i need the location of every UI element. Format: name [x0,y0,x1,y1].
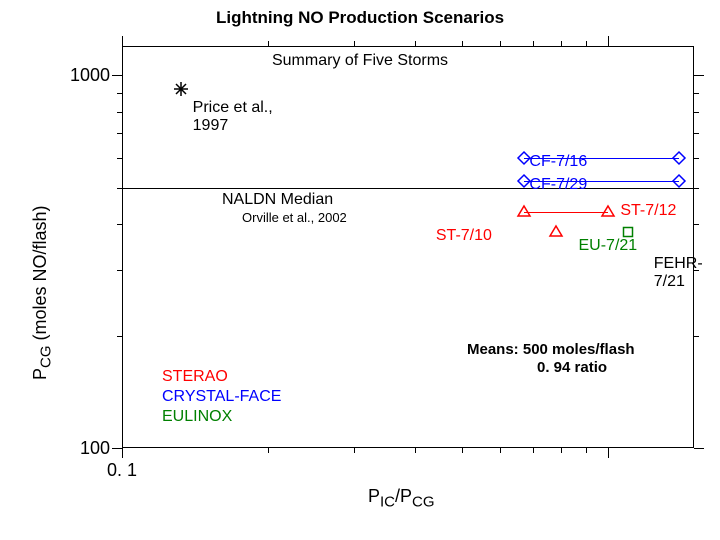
y-minor-tick [117,133,122,134]
connector-line [524,212,609,213]
point-label: CF-7/16 [529,153,587,171]
y-tick [112,448,122,449]
point-label: CF-7/29 [529,176,587,194]
means-line1: Means: 500 moles/flash [467,341,635,358]
point-label: ST-7/12 [620,202,676,220]
y-minor-tick [117,336,122,337]
y-minor-tick [117,270,122,271]
x-minor-tick [354,41,355,46]
y-minor-tick [694,93,699,94]
point-label: EU-7/21 [578,237,637,255]
x-tick [122,36,123,46]
x-minor-tick [586,41,587,46]
y-minor-tick [694,133,699,134]
x-minor-tick [268,448,269,453]
y-minor-tick [117,158,122,159]
y-tick [694,75,704,76]
point-label: ST-7/10 [436,227,492,245]
legend-item: EULINOX [162,408,232,426]
x-minor-tick [561,448,562,453]
y-minor-tick [117,93,122,94]
x-minor-tick [586,448,587,453]
naldn-median-line [122,188,694,189]
naldn-label: NALDN Median [222,191,333,209]
y-minor-tick [117,224,122,225]
x-minor-tick [533,448,534,453]
x-minor-tick [561,41,562,46]
x-minor-tick [462,448,463,453]
x-axis-label: PIC/PCG [368,486,435,511]
x-minor-tick [533,41,534,46]
x-tick-label: 0. 1 [107,460,137,481]
y-tick [112,75,122,76]
y-axis-label: PCG (moles NO/flash) [30,205,55,380]
x-tick [608,36,609,46]
x-minor-tick [415,41,416,46]
y-minor-tick [694,336,699,337]
y-minor-tick [694,112,699,113]
y-minor-tick [117,112,122,113]
x-minor-tick [354,448,355,453]
y-tick-label: 100 [80,438,110,459]
point-label: Price et al.,1997 [193,99,273,135]
y-tick-label: 1000 [70,65,110,86]
x-tick [608,448,609,458]
chart-title: Lightning NO Production Scenarios [0,8,720,28]
naldn-sublabel: Orville et al., 2002 [242,210,347,225]
y-minor-tick [694,188,699,189]
x-tick [122,448,123,458]
x-minor-tick [500,41,501,46]
means-line2: 0. 94 ratio [537,359,607,376]
y-minor-tick [694,224,699,225]
x-minor-tick [500,448,501,453]
x-minor-tick [462,41,463,46]
point-label: FEHR-7/21 [654,255,703,291]
legend-item: STERAO [162,368,228,386]
x-minor-tick [268,41,269,46]
y-tick [694,448,704,449]
x-minor-tick [415,448,416,453]
legend-item: CRYSTAL-FACE [162,388,281,406]
y-minor-tick [694,158,699,159]
